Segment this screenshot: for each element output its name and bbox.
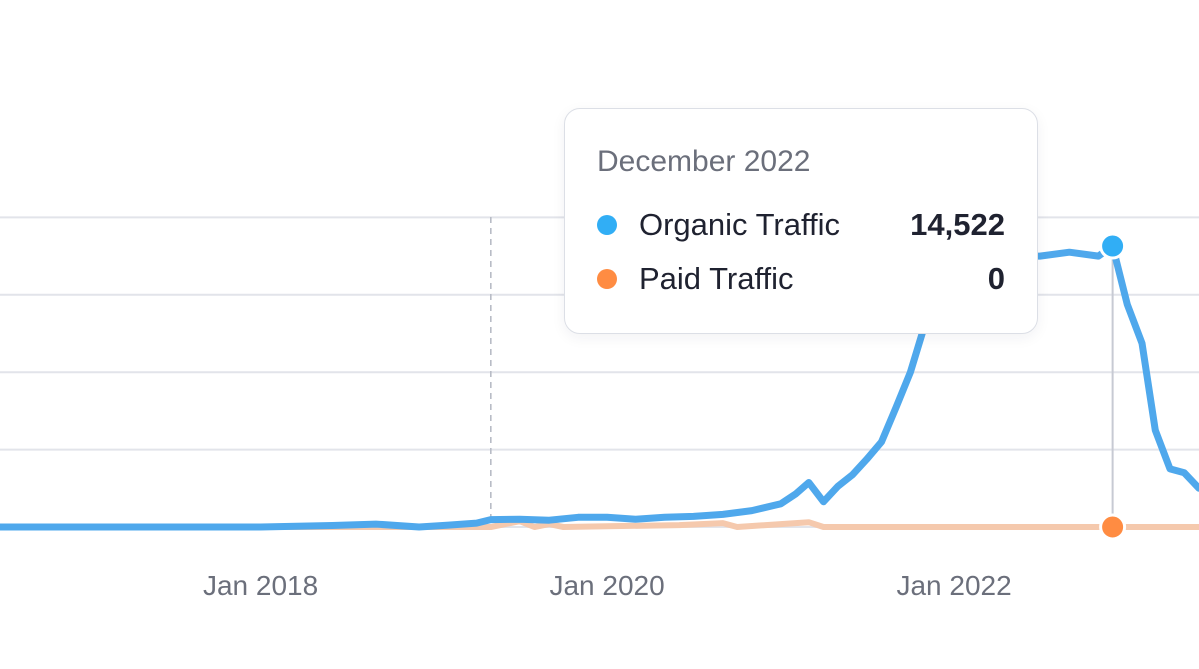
tooltip-title: December 2022 [597,145,811,178]
tooltip-row-organic: Organic Traffic 14,522 [597,205,1005,245]
paid-legend-dot [597,269,617,289]
tooltip-value-organic: 14,522 [910,207,1005,242]
tooltip-row-paid: Paid Traffic 0 [597,259,1005,299]
tooltip-label-paid: Paid Traffic [639,261,794,296]
organic-traffic-line [0,242,1199,531]
tooltip-value-paid: 0 [987,261,1005,296]
chart-tooltip: December 2022 Organic Traffic 14,522 Pai… [564,108,1038,334]
organic-legend-dot [597,215,617,235]
paid-highlight-point [1099,513,1127,541]
organic-highlight-point [1099,232,1127,260]
tooltip-label-organic: Organic Traffic [639,207,841,242]
x-tick-label: Jan 2022 [896,570,1011,601]
x-tick-label: Jan 2018 [203,570,318,601]
x-tick-label: Jan 2020 [549,570,664,601]
